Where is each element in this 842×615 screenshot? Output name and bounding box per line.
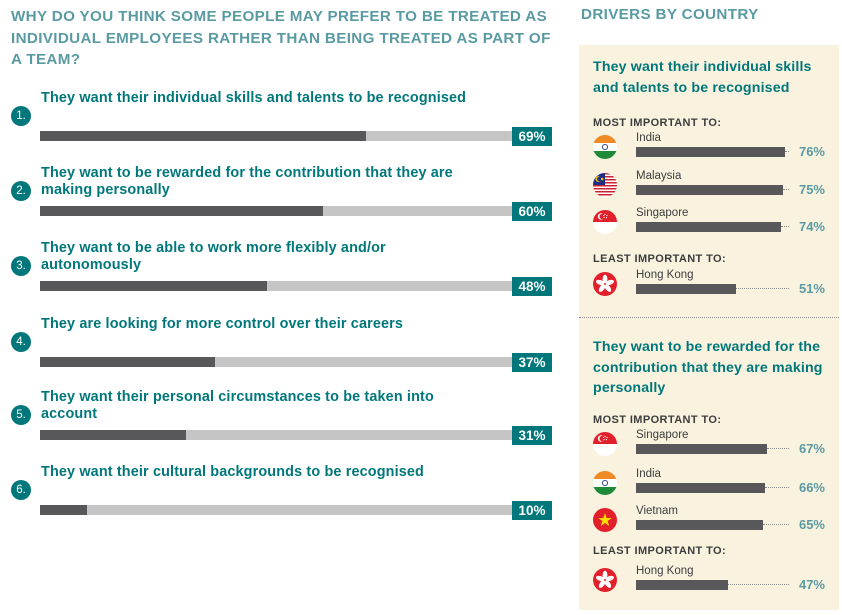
bar-value-label: 69% <box>512 127 552 146</box>
dotted-leader <box>763 524 789 525</box>
country-value-label: 75% <box>798 182 825 197</box>
dotted-leader <box>766 448 789 449</box>
bar-track <box>40 281 512 291</box>
country-row: Hong Kong 51% <box>579 269 839 303</box>
section-divider <box>579 317 839 318</box>
most-important-label: MOST IMPORTANT TO: <box>593 414 722 426</box>
country-name: Singapore <box>636 429 689 441</box>
main-chart: WHY DO YOU THINK SOME PEOPLE MAY PREFER … <box>0 8 556 536</box>
bar-fill <box>40 281 267 291</box>
country-name: Hong Kong <box>636 269 694 281</box>
country-name: India <box>636 132 661 144</box>
country-bar <box>636 222 781 232</box>
drivers-panel: They want their individual skills and ta… <box>579 45 839 610</box>
item-number-badge: 5. <box>11 405 31 425</box>
malaysia-flag-icon <box>593 173 617 197</box>
country-name: Singapore <box>636 207 689 219</box>
bar-label: They want their cultural backgrounds to … <box>41 464 424 480</box>
country-row: India 66% <box>579 468 839 502</box>
bar-fill <box>40 430 187 440</box>
bar-item: 2. They want to be rewarded for the contr… <box>0 165 556 237</box>
bar-label: They are looking for more control over t… <box>41 316 404 332</box>
country-value-label: 74% <box>798 219 825 234</box>
bar-label: They want to be able to work more flexib… <box>41 240 386 273</box>
country-bar <box>636 185 783 195</box>
hong-kong-flag-icon <box>593 272 617 296</box>
country-value-label: 47% <box>798 577 825 592</box>
least-important-label: LEAST IMPORTANT TO: <box>593 545 727 557</box>
country-value-label: 65% <box>798 517 825 532</box>
bar-value-label: 48% <box>512 277 552 296</box>
india-flag-icon <box>593 135 617 159</box>
item-number-badge: 4. <box>11 332 31 352</box>
singapore-flag-icon <box>593 432 617 456</box>
country-bar <box>636 580 728 590</box>
country-bar <box>636 444 767 454</box>
bar-value-label: 31% <box>512 426 552 445</box>
bar-label: They want to be rewarded for the contrib… <box>41 165 453 198</box>
bar-value-label: 60% <box>512 202 552 221</box>
bar-item: 6. They want their cultural backgrounds t… <box>0 464 556 536</box>
least-important-label: LEAST IMPORTANT TO: <box>593 253 727 265</box>
item-number-badge: 6. <box>11 480 31 500</box>
country-bar <box>636 147 785 157</box>
vietnam-flag-icon <box>593 508 617 532</box>
item-number-badge: 3. <box>11 256 31 276</box>
country-row: Malaysia 75% <box>579 170 839 204</box>
bar-fill <box>40 357 215 367</box>
bar-track <box>40 505 512 515</box>
bar-item: 3. They want to be able to work more flex… <box>0 240 556 312</box>
bar-fill <box>40 206 324 216</box>
dotted-leader <box>765 487 789 488</box>
country-bar <box>636 284 736 294</box>
country-name: Vietnam <box>636 505 678 517</box>
section-title: They want to be rewarded for the contrib… <box>593 339 823 396</box>
singapore-flag-icon <box>593 210 617 234</box>
bar-item: 5. They want their personal circumstances… <box>0 389 556 461</box>
country-row: India 76% <box>579 132 839 166</box>
bar-label: They want their personal circumstances t… <box>41 389 434 422</box>
bar-track <box>40 206 512 216</box>
country-row: Vietnam 65% <box>579 505 839 539</box>
dotted-leader <box>782 189 789 190</box>
bar-item: 1. They want their individual skills and … <box>0 90 556 162</box>
most-important-label: MOST IMPORTANT TO: <box>593 117 722 129</box>
country-name: Malaysia <box>636 170 682 182</box>
country-value-label: 66% <box>798 480 825 495</box>
bar-label: They want their individual skills and ta… <box>41 90 467 106</box>
chart-title: WHY DO YOU THINK SOME PEOPLE MAY PREFER … <box>11 8 551 68</box>
india-flag-icon <box>593 471 617 495</box>
bar-fill <box>40 505 88 515</box>
item-number-badge: 1. <box>11 106 31 126</box>
section-title: They want their individual skills and ta… <box>593 59 812 96</box>
bar-value-label: 10% <box>512 501 552 520</box>
dotted-leader <box>727 584 789 585</box>
dotted-leader <box>735 288 789 289</box>
country-row: Hong Kong 47% <box>579 565 839 599</box>
country-value-label: 51% <box>798 281 825 296</box>
hong-kong-flag-icon <box>593 568 617 592</box>
dotted-leader <box>784 151 789 152</box>
country-bar <box>636 520 764 530</box>
country-row: Singapore 74% <box>579 207 839 241</box>
bar-fill <box>40 131 366 141</box>
bar-track <box>40 430 512 440</box>
bar-value-label: 37% <box>512 353 552 372</box>
country-name: Hong Kong <box>636 565 694 577</box>
bar-item: 4. They are looking for more control over… <box>0 316 556 388</box>
item-number-badge: 2. <box>11 181 31 201</box>
drivers-title: DRIVERS BY COUNTRY <box>581 6 759 23</box>
country-name: India <box>636 468 661 480</box>
country-bar <box>636 483 765 493</box>
country-value-label: 67% <box>798 441 825 456</box>
bar-track <box>40 357 512 367</box>
country-value-label: 76% <box>798 144 825 159</box>
country-row: Singapore 67% <box>579 429 839 463</box>
dotted-leader <box>780 226 789 227</box>
bar-track <box>40 131 512 141</box>
